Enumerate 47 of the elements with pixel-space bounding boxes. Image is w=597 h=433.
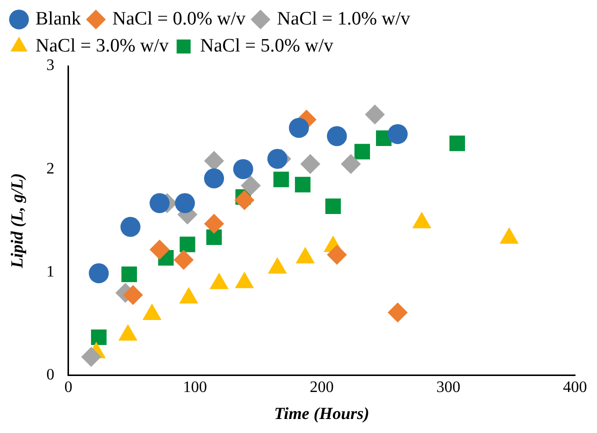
legend-label: NaCl = 0.0% w/v xyxy=(112,8,246,30)
point xyxy=(122,284,143,305)
point xyxy=(388,302,408,322)
point xyxy=(273,172,289,188)
legend-label: NaCl = 5.0% w/v xyxy=(200,35,334,56)
y-tick-label: 3 xyxy=(46,57,54,74)
x-tick-label: 0 xyxy=(64,379,72,396)
y-tick-label: 1 xyxy=(46,263,54,280)
y-tick-label: 0 xyxy=(46,366,54,384)
point xyxy=(204,168,224,188)
point xyxy=(174,193,195,214)
point xyxy=(449,136,465,152)
point xyxy=(121,266,137,282)
legend-label: NaCl = 1.0% w/v xyxy=(277,8,411,30)
point xyxy=(81,346,102,367)
x-tick-label: 100 xyxy=(183,379,208,396)
x-tick-label: 200 xyxy=(310,379,334,396)
legend-label: NaCl = 3.0% w/v xyxy=(36,35,170,56)
point xyxy=(288,118,309,138)
x-tick-label: 300 xyxy=(436,379,460,396)
point xyxy=(204,214,224,234)
x-axis-title: Time (Hours) xyxy=(274,404,370,424)
point xyxy=(206,229,222,245)
point xyxy=(180,236,196,252)
x-tick-label: 400 xyxy=(563,379,587,396)
point xyxy=(240,176,261,196)
y-tick-label: 2 xyxy=(46,160,54,178)
point xyxy=(120,216,140,237)
point xyxy=(326,126,347,146)
point xyxy=(150,240,170,260)
point xyxy=(388,124,408,144)
point xyxy=(340,154,361,174)
point xyxy=(325,198,341,214)
point xyxy=(294,176,310,192)
point xyxy=(91,329,107,346)
point xyxy=(233,159,254,180)
legend-label: Blank xyxy=(36,8,82,30)
point xyxy=(354,144,370,160)
point xyxy=(364,104,385,124)
point xyxy=(204,150,224,171)
point xyxy=(300,154,320,174)
point xyxy=(174,250,194,270)
y-axis-title: Lipid (L, g/L) xyxy=(8,173,27,270)
point xyxy=(234,190,254,210)
point xyxy=(150,193,170,214)
point xyxy=(88,263,109,284)
point xyxy=(326,244,347,265)
